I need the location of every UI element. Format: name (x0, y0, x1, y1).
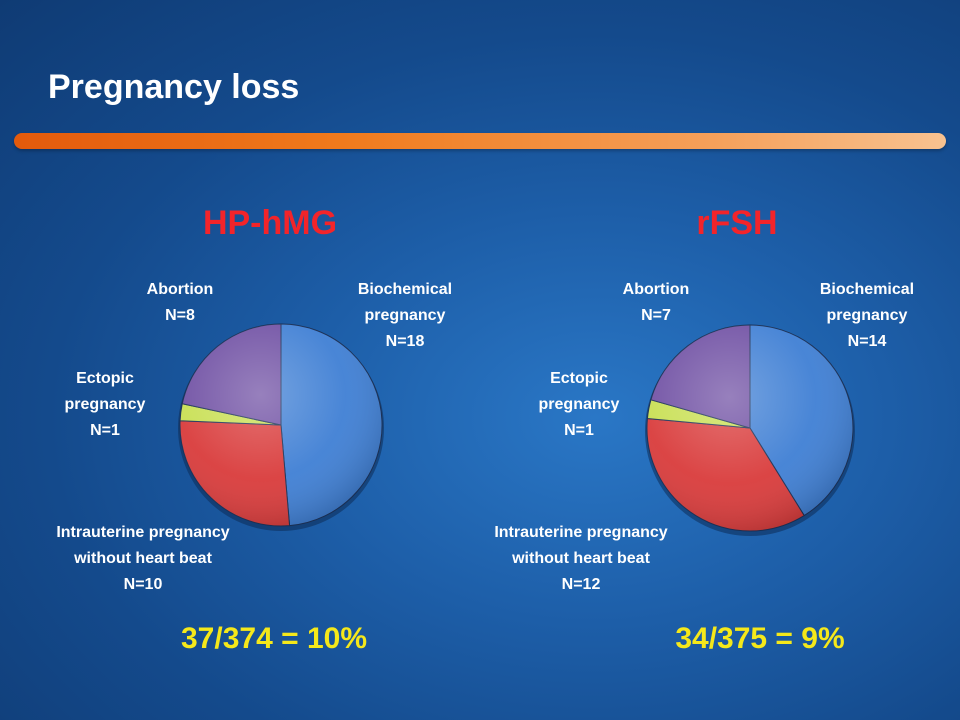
label-line: pregnancy (64, 396, 146, 413)
label-line: pregnancy (826, 307, 908, 324)
title-divider-bar (14, 133, 946, 149)
label-line: Abortion (146, 281, 214, 298)
label-biochemical-hp-hmg: Biochemical pregnancy N=18 (330, 277, 480, 355)
chart-title-rfsh: rFSH (696, 204, 778, 242)
label-line: Biochemical (819, 281, 915, 298)
label-line: Intrauterine pregnancy (494, 524, 668, 541)
label-intrauterine-rfsh: Intrauterine pregnancy without heart bea… (450, 520, 712, 598)
summary-ratio-rfsh: 34/375 = 9% (675, 622, 845, 655)
label-line: Ectopic (76, 370, 134, 387)
label-ectopic-hp-hmg: Ectopic pregnancy N=1 (40, 366, 170, 444)
label-value: N=1 (90, 422, 120, 439)
label-value: N=18 (385, 333, 425, 350)
slide-title: Pregnancy loss (48, 68, 300, 106)
label-abortion-hp-hmg: Abortion N=8 (110, 277, 250, 329)
label-line: without heart beat (512, 550, 650, 567)
label-line: Ectopic (550, 370, 608, 387)
label-biochemical-rfsh: Biochemical pregnancy N=14 (792, 277, 942, 355)
label-line: Biochemical (357, 281, 453, 298)
chart-title-hp-hmg: HP-hMG (202, 204, 338, 242)
label-value: N=12 (561, 576, 601, 593)
label-value: N=7 (641, 307, 671, 324)
label-value: N=14 (847, 333, 887, 350)
label-abortion-rfsh: Abortion N=7 (586, 277, 726, 329)
label-line: without heart beat (74, 550, 212, 567)
label-line: pregnancy (364, 307, 446, 324)
summary-ratio-hp-hmg: 37/374 = 10% (181, 622, 367, 655)
label-intrauterine-hp-hmg: Intrauterine pregnancy without heart bea… (12, 520, 274, 598)
label-line: Abortion (622, 281, 690, 298)
label-line: Intrauterine pregnancy (56, 524, 230, 541)
label-line: pregnancy (538, 396, 620, 413)
label-value: N=8 (165, 307, 195, 324)
label-value: N=10 (123, 576, 163, 593)
pie-gloss (647, 325, 853, 531)
label-value: N=1 (564, 422, 594, 439)
pie-gloss (180, 324, 382, 526)
label-ectopic-rfsh: Ectopic pregnancy N=1 (514, 366, 644, 444)
